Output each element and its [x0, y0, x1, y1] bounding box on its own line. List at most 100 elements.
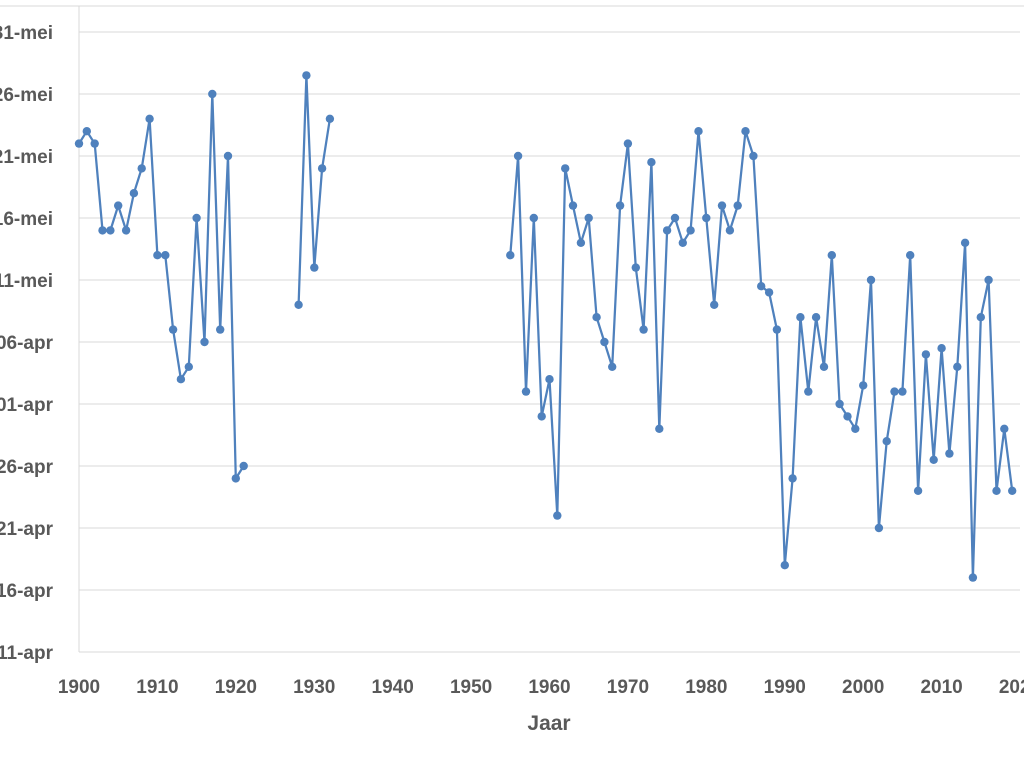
data-point — [882, 437, 891, 446]
data-point — [764, 288, 774, 297]
data-point — [325, 114, 335, 124]
data-point — [976, 313, 985, 322]
data-point — [788, 474, 797, 483]
data-point — [200, 337, 209, 347]
y-tick-label: 26-apr — [0, 457, 54, 478]
data-point — [521, 387, 531, 396]
data-point — [851, 424, 860, 433]
data-point — [937, 344, 946, 353]
data-point — [921, 350, 931, 359]
data-point — [913, 486, 923, 495]
data-point — [615, 201, 625, 210]
data-point — [639, 325, 648, 334]
data-point — [780, 561, 789, 570]
data-point — [678, 238, 687, 247]
data-point — [176, 375, 186, 384]
data-point — [239, 461, 248, 471]
data-point — [545, 375, 554, 384]
data-point — [968, 573, 978, 582]
data-point — [804, 387, 813, 396]
data-point — [819, 362, 829, 371]
data-point — [953, 362, 962, 371]
y-tick-label: 21-apr — [0, 519, 54, 540]
x-tick-labels: 1900 1910 1920 1930 1940 1950 1960 1970 1980 1990… — [58, 677, 1024, 698]
x-tick-label: 1900 — [58, 677, 100, 698]
data-point — [757, 282, 766, 291]
data-point — [153, 251, 162, 260]
series-line-segment — [78, 92, 245, 480]
data-point — [513, 151, 523, 161]
y-tick-label: 01-apr — [0, 395, 54, 416]
data-point — [106, 226, 115, 235]
data-point — [733, 201, 742, 210]
data-point — [992, 486, 1001, 495]
data-point — [302, 71, 311, 80]
data-point — [898, 387, 907, 396]
data-point — [647, 158, 656, 167]
data-point — [906, 251, 915, 260]
data-point — [1008, 486, 1017, 495]
x-tick-label: 1950 — [450, 677, 492, 698]
data-point — [216, 325, 225, 334]
data-point — [584, 213, 593, 223]
data-point — [655, 424, 664, 433]
data-point — [984, 275, 993, 285]
data-point — [662, 226, 672, 235]
y-tick-label: 26-mei — [0, 85, 53, 106]
x-tick-label: 1940 — [372, 677, 414, 698]
data-point — [600, 337, 609, 347]
data-point — [553, 511, 562, 520]
data-point — [223, 151, 233, 161]
data-point — [137, 164, 146, 173]
data-point — [592, 313, 601, 322]
data-point — [1000, 424, 1009, 433]
x-tick-label: 1970 — [607, 677, 649, 698]
data-point — [161, 251, 170, 260]
data-point — [835, 399, 844, 409]
data-point — [74, 139, 84, 148]
data-point — [208, 89, 217, 99]
data-point — [749, 151, 758, 161]
y-tick-label: 16-apr — [0, 581, 54, 602]
data-point — [702, 213, 711, 223]
y-tick-label: 11-apr — [0, 643, 54, 664]
data-point — [121, 226, 131, 235]
x-tick-label: 1990 — [764, 677, 806, 698]
data-point — [114, 201, 123, 210]
data-point — [945, 449, 954, 458]
data-point — [717, 201, 727, 210]
series-line-segment — [509, 130, 1014, 579]
data-point — [168, 325, 178, 334]
data-point — [192, 213, 201, 223]
data-point — [859, 381, 868, 390]
data-point — [82, 127, 92, 136]
data-point — [506, 251, 515, 260]
data-point — [686, 226, 695, 235]
data-point — [960, 238, 970, 247]
data-point — [725, 226, 735, 235]
data-point — [890, 387, 899, 396]
data-point — [294, 300, 303, 309]
data-point — [529, 213, 538, 223]
data-point — [310, 263, 319, 272]
data-point — [866, 275, 876, 285]
data-point — [145, 114, 154, 124]
data-point — [317, 164, 327, 173]
x-tick-label: 2000 — [842, 677, 884, 698]
x-tick-label: 1980 — [685, 677, 727, 698]
series-points — [74, 71, 1017, 582]
y-tick-label: 31-mei — [0, 23, 53, 44]
data-point — [568, 201, 578, 210]
data-point — [741, 127, 750, 136]
x-tick-label: 2020 — [999, 677, 1024, 698]
data-point — [796, 313, 805, 322]
y-tick-label: 11-mei — [0, 271, 53, 292]
data-point — [772, 325, 782, 334]
data-point — [98, 226, 107, 235]
x-tick-label: 1930 — [293, 677, 335, 698]
data-point — [694, 127, 703, 136]
data-point — [576, 238, 586, 247]
data-point — [90, 139, 99, 148]
data-point — [537, 412, 546, 421]
